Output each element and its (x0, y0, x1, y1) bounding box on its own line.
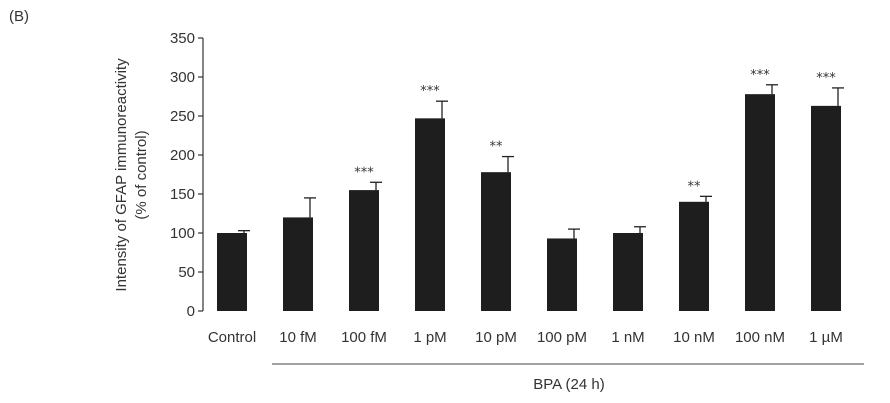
bars: ************* *** (217, 68, 844, 311)
bar (217, 233, 247, 311)
bar (349, 190, 379, 311)
y-tick-label: 100 (170, 225, 195, 242)
y-tick-label: 350 (170, 30, 195, 47)
bar (283, 217, 313, 311)
significance-label: *** (816, 71, 836, 86)
x-tick-label: 1 nM (611, 329, 644, 346)
y-tick-label: 250 (170, 108, 195, 125)
y-axis-title-line2: (% of control) (133, 130, 150, 219)
bar (415, 118, 445, 311)
y-tick-label: 300 (170, 69, 195, 86)
y-axis-title-line1: Intensity of GFAP immunoreactivity (113, 58, 130, 292)
bar (547, 238, 577, 311)
group-label: BPA (24 h) (533, 376, 604, 393)
significance-label: ** (688, 179, 702, 194)
x-tick-label: 10 fM (279, 329, 317, 346)
x-tick-label: 100 nM (735, 329, 785, 346)
y-tick-label: 0 (187, 303, 195, 320)
y-tick-label: 50 (178, 264, 195, 281)
panel-label: (B) (9, 8, 29, 25)
bar (811, 105, 841, 311)
x-tick-label: 1 µM (809, 329, 843, 346)
x-tick-label: Control (208, 329, 256, 346)
y-axis: 0 50 100 150 200 250 300 350 (170, 30, 204, 320)
y-tick-label: 150 (170, 186, 195, 203)
significance-label: *** (750, 68, 770, 83)
x-tick-label: 1 pM (413, 329, 446, 346)
significance-label: ** (490, 140, 504, 155)
bar (679, 201, 709, 311)
x-tick-label: 10 nM (673, 329, 715, 346)
x-tick-label: 100 fM (341, 329, 387, 346)
x-tick-label: 10 pM (475, 329, 517, 346)
bar (745, 94, 775, 311)
x-tick-label: 100 pM (537, 329, 587, 346)
bar (613, 233, 643, 311)
y-tick-label: 200 (170, 147, 195, 164)
significance-label: *** (354, 165, 374, 180)
bar (481, 172, 511, 311)
significance-label: *** (420, 84, 440, 99)
x-axis-labels: Control 10 fM 100 fM 1 pM 10 pM 100 pM 1 nM 10 … (208, 329, 843, 346)
